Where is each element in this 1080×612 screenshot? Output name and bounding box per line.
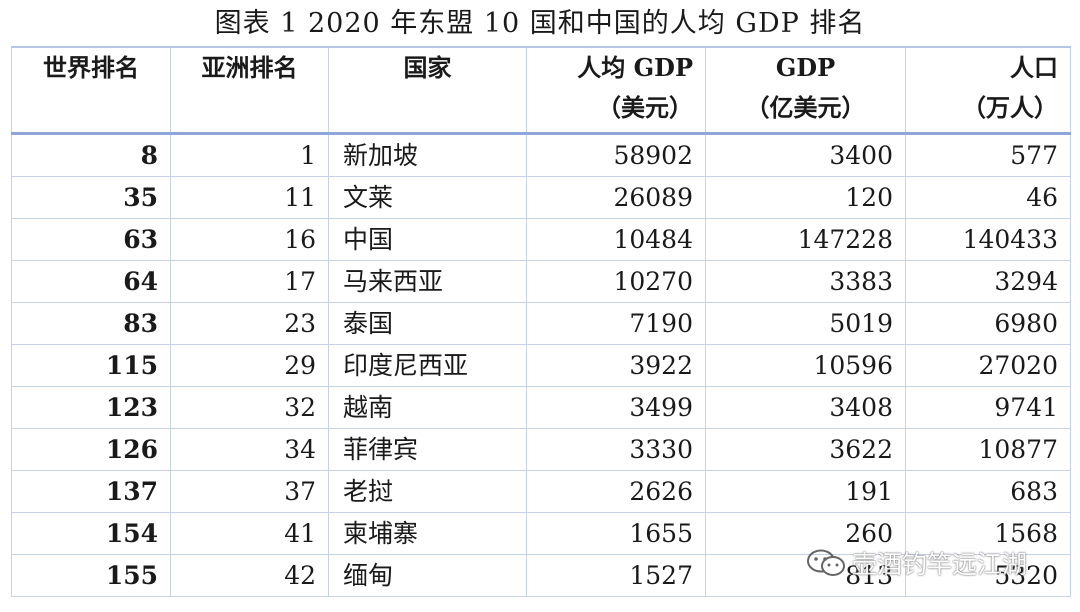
cell-world-rank: 115 [11, 344, 171, 387]
header-gdp-per-capita: 人均 GDP （美元） [526, 46, 706, 135]
header-gdp-per-capita-unit: （美元） [597, 93, 693, 122]
cell-world-rank: 126 [11, 428, 171, 471]
cell-country: 老挝 [328, 470, 527, 513]
cell-asia-rank: 42 [170, 554, 329, 597]
cell-population: 140433 [905, 218, 1071, 261]
table-row: 64 17 马来西亚 10270 3383 3294 [11, 260, 1071, 303]
cell-gdp-per-capita: 1527 [526, 554, 706, 597]
cell-gdp-per-capita: 26089 [526, 176, 706, 219]
cell-gdp-per-capita: 7190 [526, 302, 706, 345]
header-gdp: GDP （亿美元） [705, 46, 906, 135]
cell-asia-rank: 34 [170, 428, 329, 471]
cell-country: 马来西亚 [328, 260, 527, 303]
table-row: 35 11 文莱 26089 120 46 [11, 176, 1071, 219]
table-row: 126 34 菲律宾 3330 3622 10877 [11, 428, 1071, 471]
cell-asia-rank: 29 [170, 344, 329, 387]
cell-population: 5320 [905, 554, 1071, 597]
cell-gdp: 813 [705, 554, 906, 597]
cell-world-rank: 64 [11, 260, 171, 303]
cell-gdp: 191 [705, 470, 906, 513]
cell-country: 新加坡 [328, 133, 527, 177]
cell-asia-rank: 16 [170, 218, 329, 261]
cell-asia-rank: 1 [170, 133, 329, 177]
cell-gdp-per-capita: 10270 [526, 260, 706, 303]
header-gdp-per-capita-label: 人均 GDP [577, 53, 693, 82]
header-gdp-label: GDP [775, 53, 836, 82]
cell-gdp: 147228 [705, 218, 906, 261]
header-population: 人口 （万人） [905, 46, 1071, 135]
cell-population: 3294 [905, 260, 1071, 303]
cell-population: 683 [905, 470, 1071, 513]
cell-population: 577 [905, 133, 1071, 177]
wechat-icon [806, 548, 846, 578]
cell-country: 中国 [328, 218, 527, 261]
cell-asia-rank: 11 [170, 176, 329, 219]
cell-gdp-per-capita: 58902 [526, 133, 706, 177]
cell-gdp-per-capita: 3922 [526, 344, 706, 387]
cell-population: 10877 [905, 428, 1071, 471]
header-asia-rank: 亚洲排名 [170, 46, 329, 135]
cell-world-rank: 123 [11, 386, 171, 429]
cell-country: 文莱 [328, 176, 527, 219]
table-row: 63 16 中国 10484 147228 140433 [11, 218, 1071, 261]
cell-country: 柬埔寨 [328, 512, 527, 555]
cell-world-rank: 83 [11, 302, 171, 345]
table-row: 123 32 越南 3499 3408 9741 [11, 386, 1071, 429]
cell-world-rank: 155 [11, 554, 171, 597]
cell-gdp-per-capita: 10484 [526, 218, 706, 261]
cell-population: 6980 [905, 302, 1071, 345]
cell-country: 泰国 [328, 302, 527, 345]
cell-asia-rank: 17 [170, 260, 329, 303]
cell-gdp: 120 [705, 176, 906, 219]
table-body: 8 1 新加坡 58902 3400 577 35 11 文莱 26089 120 46 63 16 中国 1… [11, 133, 1071, 597]
header-population-unit: （万人） [962, 93, 1058, 122]
header-gdp-unit: （亿美元） [745, 93, 866, 122]
cell-gdp: 5019 [705, 302, 906, 345]
cell-gdp: 3622 [705, 428, 906, 471]
table-row: 115 29 印度尼西亚 3922 10596 27020 [11, 344, 1071, 387]
cell-asia-rank: 41 [170, 512, 329, 555]
cell-gdp: 3400 [705, 133, 906, 177]
cell-world-rank: 8 [11, 133, 171, 177]
cell-population: 27020 [905, 344, 1071, 387]
gdp-ranking-table: 世界排名 亚洲排名 国家 人均 GDP （美元） GDP （亿美元） 人口 （万… [11, 46, 1071, 597]
header-row: 世界排名 亚洲排名 国家 人均 GDP （美元） GDP （亿美元） 人口 （万… [11, 46, 1071, 135]
cell-world-rank: 35 [11, 176, 171, 219]
table-caption: 图表 1 2020 年东盟 10 国和中国的人均 GDP 排名 [214, 8, 866, 39]
header-world-rank: 世界排名 [11, 46, 171, 135]
cell-gdp-per-capita: 1655 [526, 512, 706, 555]
table-row: 83 23 泰国 7190 5019 6980 [11, 302, 1071, 345]
cell-gdp-per-capita: 3499 [526, 386, 706, 429]
header-population-label: 人口 [1010, 53, 1058, 82]
cell-country: 印度尼西亚 [328, 344, 527, 387]
table-row: 137 37 老挝 2626 191 683 [11, 470, 1071, 513]
cell-gdp: 10596 [705, 344, 906, 387]
header-country: 国家 [328, 46, 527, 135]
cell-gdp: 3408 [705, 386, 906, 429]
cell-country: 越南 [328, 386, 527, 429]
cell-country: 缅甸 [328, 554, 527, 597]
cell-country: 菲律宾 [328, 428, 527, 471]
cell-gdp-per-capita: 3330 [526, 428, 706, 471]
table-row: 8 1 新加坡 58902 3400 577 [11, 133, 1071, 177]
watermark-text: 壶酒钓竿远江湖 [852, 550, 1028, 579]
cell-population: 9741 [905, 386, 1071, 429]
cell-world-rank: 137 [11, 470, 171, 513]
cell-world-rank: 63 [11, 218, 171, 261]
cell-asia-rank: 37 [170, 470, 329, 513]
cell-gdp: 3383 [705, 260, 906, 303]
cell-world-rank: 154 [11, 512, 171, 555]
table-row: 155 42 缅甸 1527 813 5320 [11, 554, 1071, 597]
watermark: 壶酒钓竿远江湖 [806, 545, 1027, 581]
cell-population: 1568 [905, 512, 1071, 555]
cell-gdp-per-capita: 2626 [526, 470, 706, 513]
cell-asia-rank: 32 [170, 386, 329, 429]
cell-population: 46 [905, 176, 1071, 219]
cell-asia-rank: 23 [170, 302, 329, 345]
